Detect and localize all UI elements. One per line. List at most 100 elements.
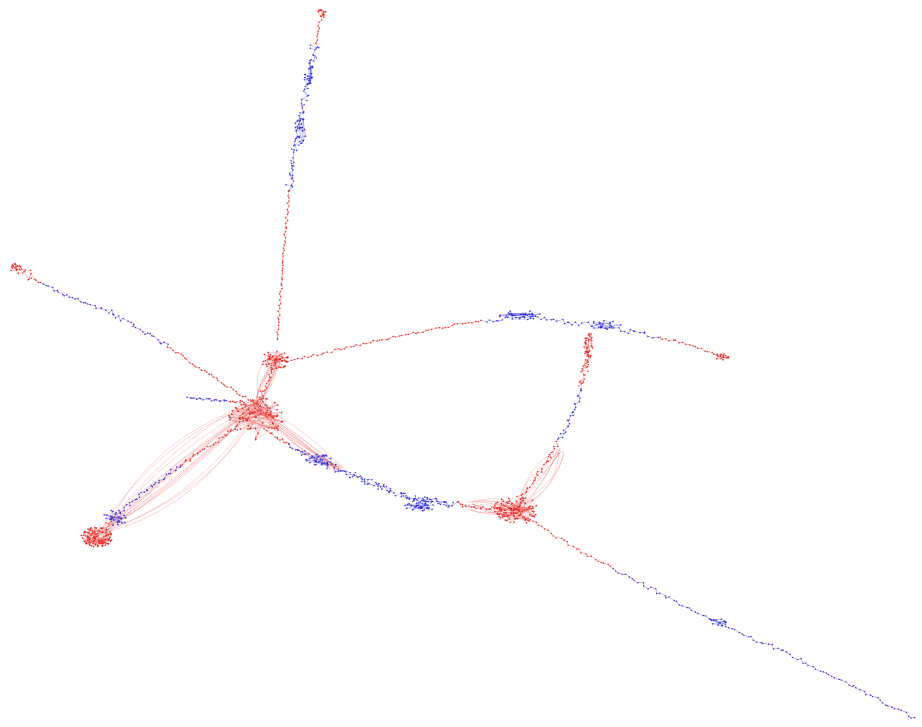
node — [317, 461, 320, 463]
node — [587, 353, 590, 356]
node — [280, 420, 283, 423]
edge — [299, 137, 302, 144]
node — [100, 307, 103, 310]
node — [421, 502, 424, 505]
node — [291, 177, 294, 179]
node — [301, 117, 304, 120]
edge — [271, 365, 280, 368]
southwest-blue-fringe — [103, 509, 127, 527]
edge — [298, 450, 302, 456]
node — [110, 533, 112, 536]
node — [802, 662, 804, 665]
node — [117, 523, 119, 526]
node — [452, 501, 455, 504]
node — [266, 404, 268, 407]
edge — [643, 585, 649, 590]
node — [329, 457, 332, 460]
node — [256, 409, 259, 412]
node — [389, 487, 392, 490]
node — [427, 508, 430, 510]
edge — [112, 517, 122, 519]
edge — [713, 619, 726, 625]
edge — [256, 357, 276, 408]
node — [319, 9, 322, 12]
edge — [260, 413, 273, 429]
node — [228, 418, 231, 421]
edge — [266, 357, 281, 367]
node — [189, 397, 192, 399]
edge — [719, 622, 726, 627]
edge — [711, 620, 726, 625]
node — [115, 511, 118, 514]
node — [212, 376, 214, 378]
node — [441, 327, 444, 330]
edge — [512, 314, 540, 317]
node — [424, 504, 426, 506]
node — [515, 500, 518, 502]
node — [276, 404, 279, 406]
node — [271, 355, 274, 358]
node — [89, 527, 92, 530]
node — [103, 536, 105, 538]
edge — [512, 315, 525, 318]
edge — [499, 511, 519, 515]
edge — [252, 399, 257, 418]
node — [107, 539, 109, 542]
node — [704, 350, 706, 353]
node — [696, 347, 699, 350]
node — [529, 514, 531, 516]
edge — [634, 331, 641, 333]
edge — [108, 406, 257, 533]
node — [405, 507, 408, 510]
node — [192, 453, 195, 456]
node — [313, 456, 316, 459]
node — [488, 508, 491, 510]
edge — [100, 406, 257, 530]
node — [296, 357, 299, 360]
edge — [111, 517, 126, 520]
node — [581, 367, 583, 370]
edge — [526, 500, 533, 510]
edge — [516, 451, 564, 512]
node — [337, 348, 339, 350]
edge — [517, 448, 560, 508]
edge — [232, 410, 241, 420]
node — [105, 529, 108, 532]
blue-north-knot-2 — [304, 62, 314, 86]
node — [724, 354, 727, 357]
edge — [229, 416, 248, 421]
node — [18, 264, 21, 267]
node — [241, 416, 244, 419]
node — [105, 517, 107, 520]
node — [354, 471, 357, 474]
node — [522, 497, 525, 499]
edge — [469, 500, 512, 511]
node — [247, 428, 249, 431]
node — [511, 318, 514, 320]
node — [262, 397, 265, 400]
edge — [229, 399, 263, 418]
edge — [312, 456, 319, 463]
edge — [800, 658, 804, 664]
node — [608, 322, 611, 325]
node — [99, 542, 102, 544]
node — [592, 320, 595, 323]
edge — [506, 502, 525, 511]
node — [510, 512, 513, 514]
edge — [494, 496, 518, 509]
node — [283, 359, 286, 362]
edge — [346, 474, 351, 478]
node — [524, 497, 527, 499]
edge — [269, 358, 286, 367]
node — [111, 510, 114, 513]
node — [276, 409, 278, 411]
node — [322, 13, 325, 16]
node — [329, 461, 332, 463]
edge — [415, 498, 421, 503]
node — [287, 211, 290, 213]
edge — [106, 517, 126, 519]
edge — [239, 408, 254, 419]
node — [555, 320, 558, 323]
node — [104, 544, 107, 547]
edge — [269, 352, 279, 359]
